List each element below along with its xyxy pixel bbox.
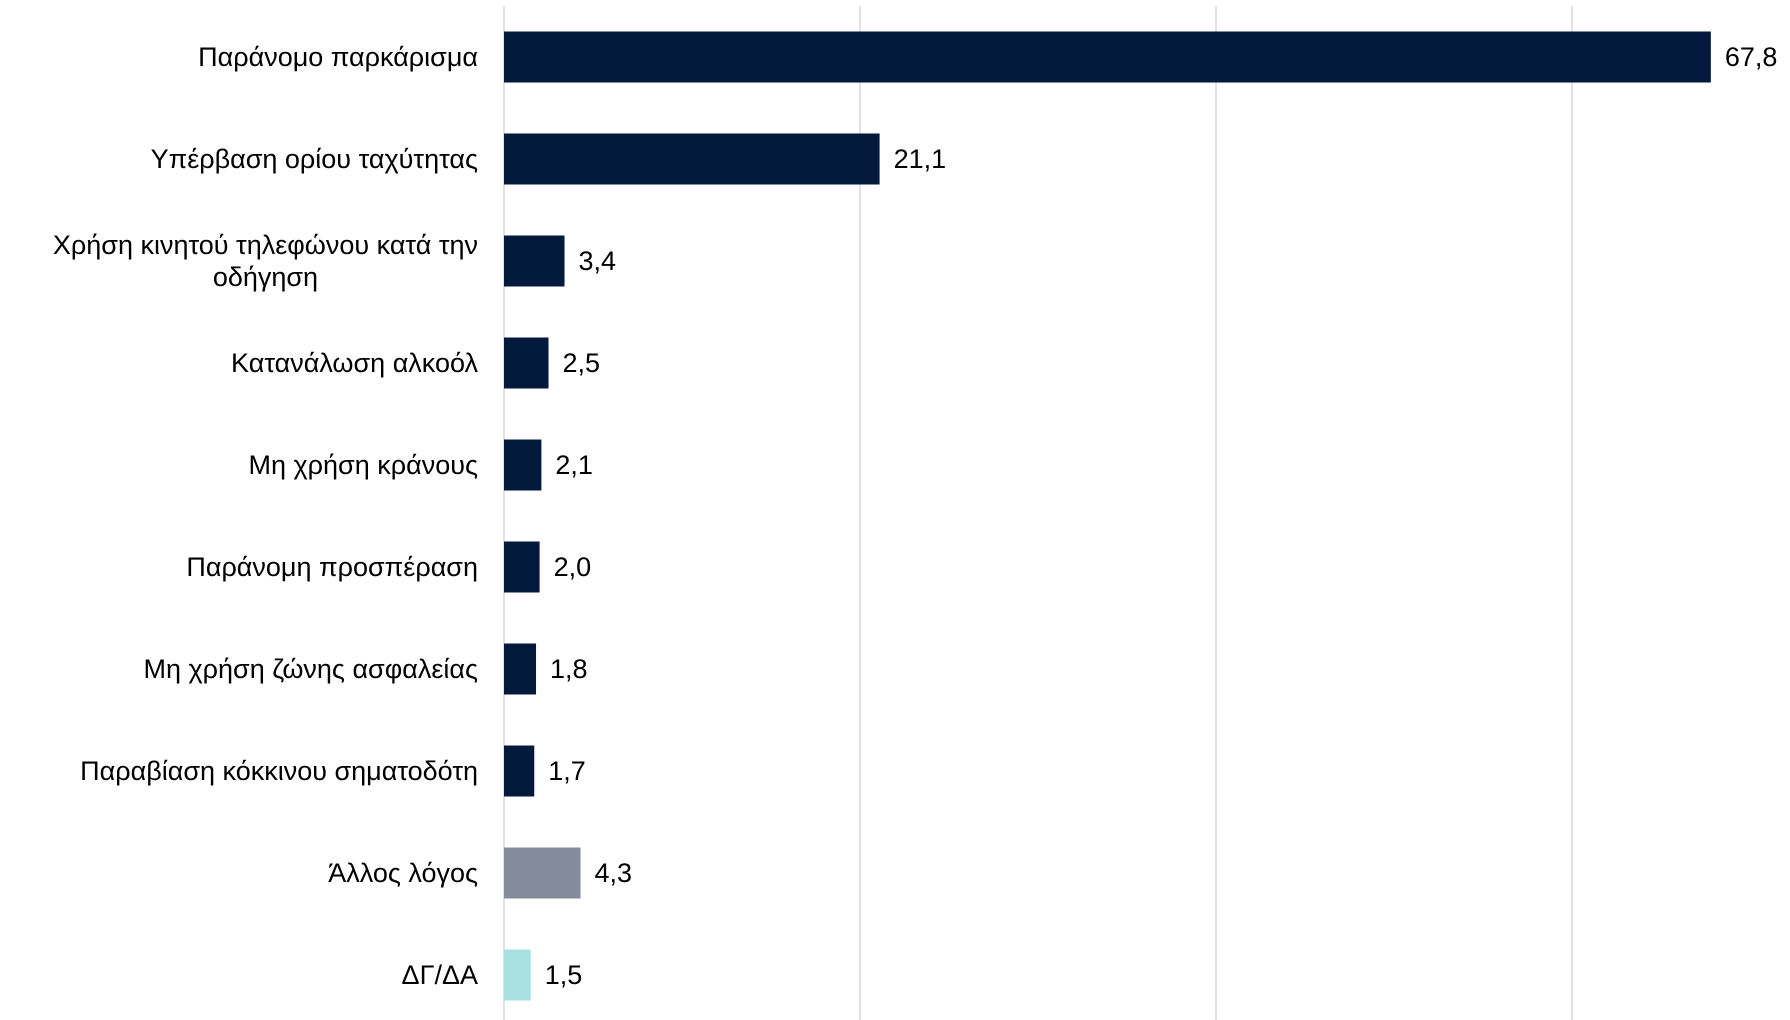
category-label-2: Υπέρβαση ορίου ταχύτητας [151, 144, 478, 174]
category-label-9: Άλλος λόγος [328, 858, 478, 888]
bar-10 [504, 949, 531, 1001]
value-label-7: 1,8 [550, 654, 588, 684]
bar-3 [504, 235, 565, 287]
value-label-2: 21,1 [894, 144, 947, 174]
bar-6 [504, 541, 540, 593]
value-label-4: 2,5 [563, 348, 601, 378]
value-label-3: 3,4 [579, 246, 617, 276]
bar-9 [504, 847, 581, 899]
category-label-1: Παράνομο παρκάρισμα [198, 42, 478, 72]
value-label-5: 2,1 [555, 450, 593, 480]
value-label-10: 1,5 [545, 960, 583, 990]
value-labels: 67,8 21,1 3,4 2,5 2,1 2,0 1,8 1,7 4,3 1,5 [545, 42, 1778, 990]
bar-1 [504, 31, 1711, 83]
bar-8 [504, 745, 535, 797]
category-label-3: Χρήση κινητού τηλεφώνου κατά την οδήγηση [53, 230, 478, 292]
category-label-5: Μη χρήση κράνους [249, 450, 479, 480]
category-labels: Παράνομο παρκάρισμα Υπέρβαση ορίου ταχύτη… [53, 42, 479, 990]
category-label-3-line-1: Χρήση κινητού τηλεφώνου κατά την [53, 230, 478, 260]
category-label-7: Μη χρήση ζώνης ασφαλείας [144, 654, 479, 684]
value-label-6: 2,0 [554, 552, 592, 582]
category-label-8: Παραβίαση κόκκινου σηματοδότη [80, 756, 478, 786]
category-label-10: ΔΓ/ΔΑ [402, 960, 478, 990]
bar-5 [504, 439, 542, 491]
bar-7 [504, 643, 537, 695]
bars [504, 31, 1711, 1001]
value-label-1: 67,8 [1725, 42, 1778, 72]
value-label-8: 1,7 [548, 756, 586, 786]
category-label-4: Κατανάλωση αλκοόλ [231, 348, 478, 378]
category-label-6: Παράνομη προσπέραση [186, 552, 478, 582]
value-label-9: 4,3 [595, 858, 633, 888]
category-label-3-line-2: οδήγηση [213, 262, 318, 292]
bar-2 [504, 133, 880, 185]
bar-4 [504, 337, 549, 389]
